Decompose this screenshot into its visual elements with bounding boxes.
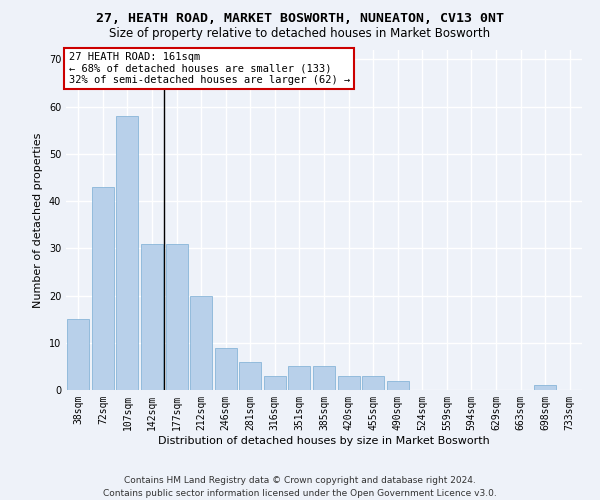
Bar (141, 244, 163, 390)
Bar (215, 348, 237, 390)
Bar (362, 376, 384, 390)
Bar (166, 244, 188, 390)
Y-axis label: Number of detached properties: Number of detached properties (33, 132, 43, 308)
Bar (116, 116, 139, 390)
Bar (264, 376, 286, 390)
Bar (67, 319, 89, 390)
Bar (338, 376, 359, 390)
Bar (386, 380, 409, 390)
Bar (239, 362, 262, 390)
Bar (313, 366, 335, 390)
Bar (92, 187, 114, 390)
X-axis label: Distribution of detached houses by size in Market Bosworth: Distribution of detached houses by size … (158, 436, 490, 446)
Bar (289, 366, 310, 390)
Bar (534, 386, 556, 390)
Text: Contains HM Land Registry data © Crown copyright and database right 2024.
Contai: Contains HM Land Registry data © Crown c… (103, 476, 497, 498)
Text: 27 HEATH ROAD: 161sqm
← 68% of detached houses are smaller (133)
32% of semi-det: 27 HEATH ROAD: 161sqm ← 68% of detached … (68, 52, 350, 85)
Text: Size of property relative to detached houses in Market Bosworth: Size of property relative to detached ho… (109, 28, 491, 40)
Text: 27, HEATH ROAD, MARKET BOSWORTH, NUNEATON, CV13 0NT: 27, HEATH ROAD, MARKET BOSWORTH, NUNEATO… (96, 12, 504, 26)
Bar (190, 296, 212, 390)
